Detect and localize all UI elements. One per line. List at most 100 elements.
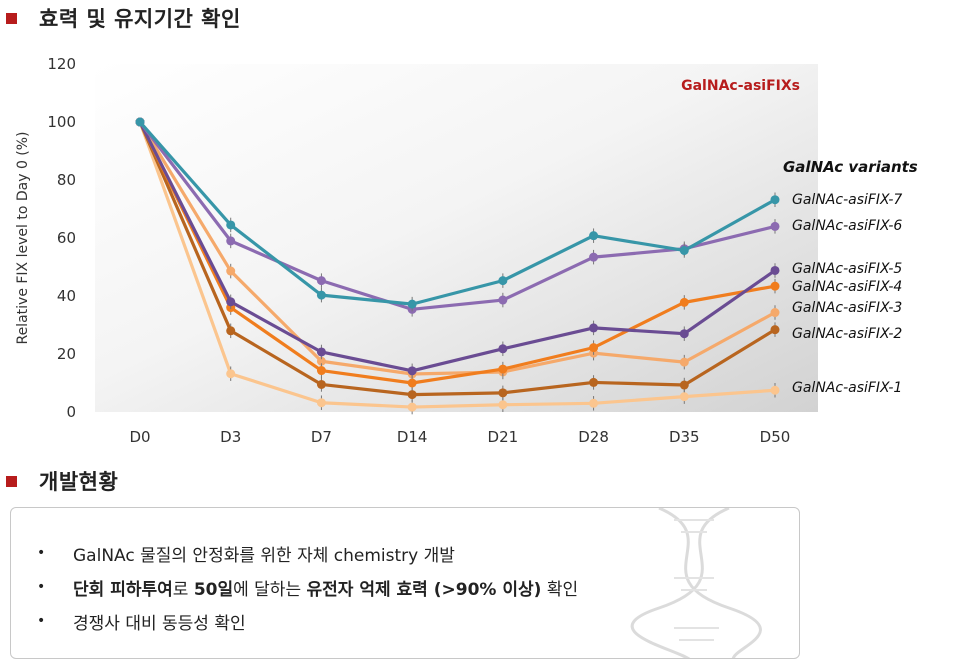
- x-tick-label: D0: [129, 428, 150, 446]
- chart-title: GalNAc-asiFIXs: [681, 78, 800, 94]
- y-tick-label: 100: [47, 113, 76, 131]
- legend-label: GalNAc-asiFIX-4: [792, 279, 902, 295]
- legend-label: GalNAc-asiFIX-2: [792, 326, 902, 342]
- data-point: [679, 392, 689, 402]
- data-point: [770, 195, 780, 205]
- data-point: [498, 388, 508, 398]
- bullet-marker: •: [37, 613, 46, 629]
- section-header-efficacy: 효력 및 유지기간 확인: [6, 3, 241, 33]
- legend-label: GalNAc-asiFIX-5: [792, 261, 902, 277]
- y-tick-label: 80: [57, 171, 76, 189]
- data-point: [679, 297, 689, 307]
- data-point: [316, 379, 326, 389]
- fix-level-line-chart: 0 20 40 60 80 100 120 D0 D3 D7 D14 D21 D28 D35 D50 Rela…: [15, 55, 918, 446]
- data-point: [589, 323, 599, 333]
- data-point: [589, 343, 599, 353]
- data-point: [316, 276, 326, 286]
- section-title: 개발현황: [39, 470, 119, 494]
- list-item-text-part: 에 달하는: [233, 579, 307, 600]
- data-point: [226, 266, 236, 276]
- section-header-development: 개발현황: [6, 466, 118, 496]
- data-point: [226, 297, 236, 307]
- data-point: [589, 398, 599, 408]
- data-point: [589, 377, 599, 387]
- series-line: [138, 121, 776, 409]
- data-point: [498, 364, 508, 374]
- bullet-marker: •: [37, 579, 46, 595]
- series-line: [138, 121, 776, 385]
- legend-title: GalNAc variants: [783, 158, 918, 176]
- data-point: [226, 326, 236, 336]
- y-tick-label: 40: [57, 287, 76, 305]
- data-point: [498, 295, 508, 305]
- series-group: [135, 117, 780, 312]
- data-point: [679, 245, 689, 255]
- legend-label: GalNAc-asiFIX-6: [792, 218, 902, 234]
- data-point: [135, 117, 145, 127]
- data-point: [770, 385, 780, 395]
- legend-label: GalNAc-asiFIX-3: [792, 300, 902, 316]
- list-item: • GalNAc 물질의 안정화를 위한 자체 chemistry 개발: [37, 536, 578, 570]
- data-point: [679, 329, 689, 339]
- data-point: [498, 400, 508, 410]
- data-point: [589, 231, 599, 241]
- y-tick-label: 60: [57, 229, 76, 247]
- list-item: • 경쟁사 대비 동등성 확인: [37, 604, 578, 638]
- data-point: [316, 366, 326, 376]
- series-group: [135, 117, 780, 379]
- data-point: [498, 276, 508, 286]
- list-item-text: 경쟁사 대비 동등성 확인: [73, 613, 246, 634]
- data-point: [770, 265, 780, 275]
- dna-helix-icon: [630, 508, 762, 658]
- y-tick-label: 0: [66, 403, 76, 421]
- data-point: [407, 366, 417, 376]
- list-item: • 단회 피하투여로 50일에 달하는 유전자 억제 효력 (>90% 이상) …: [37, 570, 578, 604]
- y-axis-label: Relative FIX level to Day 0 (%): [15, 131, 31, 344]
- data-point: [770, 325, 780, 335]
- x-tick-label: D3: [220, 428, 241, 446]
- emphasis-text: 단회 피하투여: [73, 579, 173, 600]
- emphasis-text: 50일: [193, 579, 234, 600]
- list-item-text-part: 확인: [541, 579, 579, 600]
- data-point: [589, 252, 599, 262]
- x-tick-label: D14: [397, 428, 428, 446]
- bullet-marker: •: [37, 545, 46, 561]
- data-point: [226, 220, 236, 230]
- y-tick-label: 120: [47, 55, 76, 73]
- list-item-text: GalNAc 물질의 안정화를 위한 자체 chemistry 개발: [73, 545, 455, 566]
- data-point: [498, 344, 508, 354]
- data-point: [226, 369, 236, 379]
- data-point: [316, 356, 326, 366]
- y-tick-label: 20: [57, 345, 76, 363]
- data-point: [226, 236, 236, 246]
- x-tick-label: D35: [669, 428, 700, 446]
- list-item-text: 단회 피하투여로 50일에 달하는 유전자 억제 효력 (>90% 이상) 확인: [73, 575, 578, 600]
- data-point: [770, 281, 780, 291]
- data-point: [679, 380, 689, 390]
- x-tick-label: D21: [488, 428, 519, 446]
- development-status-box: • GalNAc 물질의 안정화를 위한 자체 chemistry 개발 • 단…: [10, 507, 800, 659]
- x-tick-label: D50: [760, 428, 791, 446]
- list-item-text-part: 로: [172, 579, 194, 600]
- data-point: [316, 398, 326, 408]
- data-point: [407, 390, 417, 400]
- section-bullet-icon: [6, 12, 17, 24]
- series-line: [138, 121, 776, 376]
- series-line: [138, 121, 776, 373]
- data-point: [679, 357, 689, 367]
- data-point: [770, 308, 780, 318]
- series-line: [138, 120, 776, 306]
- data-point: [407, 299, 417, 309]
- legend-label: GalNAc-asiFIX-1: [792, 380, 902, 396]
- data-point: [770, 221, 780, 231]
- section-title: 효력 및 유지기간 확인: [39, 7, 241, 31]
- series-line: [138, 121, 776, 397]
- data-point: [316, 290, 326, 300]
- x-tick-label: D7: [311, 428, 332, 446]
- series-line: [138, 121, 776, 311]
- bullet-list: • GalNAc 물질의 안정화를 위한 자체 chemistry 개발 • 단…: [37, 536, 578, 638]
- data-point: [316, 347, 326, 357]
- x-tick-label: D28: [578, 428, 609, 446]
- data-point: [407, 378, 417, 388]
- legend-label: GalNAc-asiFIX-7: [792, 192, 902, 208]
